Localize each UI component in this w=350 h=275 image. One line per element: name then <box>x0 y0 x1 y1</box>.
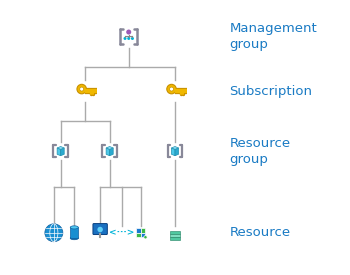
Polygon shape <box>57 147 64 149</box>
Polygon shape <box>110 148 113 156</box>
Circle shape <box>131 37 134 40</box>
Bar <box>170 231 180 234</box>
Circle shape <box>80 87 84 91</box>
Ellipse shape <box>70 236 78 240</box>
FancyBboxPatch shape <box>93 224 107 235</box>
Text: Resource
group: Resource group <box>230 137 290 166</box>
Bar <box>70 227 78 238</box>
Bar <box>141 228 146 233</box>
Text: Management
group: Management group <box>230 22 317 51</box>
Circle shape <box>126 29 131 35</box>
FancyBboxPatch shape <box>36 0 314 275</box>
Polygon shape <box>172 147 178 149</box>
Polygon shape <box>61 148 64 156</box>
Circle shape <box>169 87 174 91</box>
Bar <box>170 234 180 237</box>
Polygon shape <box>106 148 110 156</box>
Circle shape <box>45 224 63 242</box>
Bar <box>170 237 180 240</box>
Text: Resource: Resource <box>230 226 290 239</box>
Polygon shape <box>172 148 175 156</box>
Circle shape <box>144 236 147 239</box>
Polygon shape <box>106 147 113 149</box>
Circle shape <box>127 37 130 40</box>
Ellipse shape <box>70 226 78 229</box>
Polygon shape <box>57 148 61 156</box>
Bar <box>136 228 141 233</box>
Bar <box>141 233 146 237</box>
Circle shape <box>77 84 86 94</box>
Bar <box>136 233 141 237</box>
Text: <···>: <···> <box>109 228 135 237</box>
Text: Subscription: Subscription <box>230 85 313 98</box>
Circle shape <box>167 84 176 94</box>
Polygon shape <box>175 148 178 156</box>
Circle shape <box>97 227 103 232</box>
Circle shape <box>124 37 127 40</box>
